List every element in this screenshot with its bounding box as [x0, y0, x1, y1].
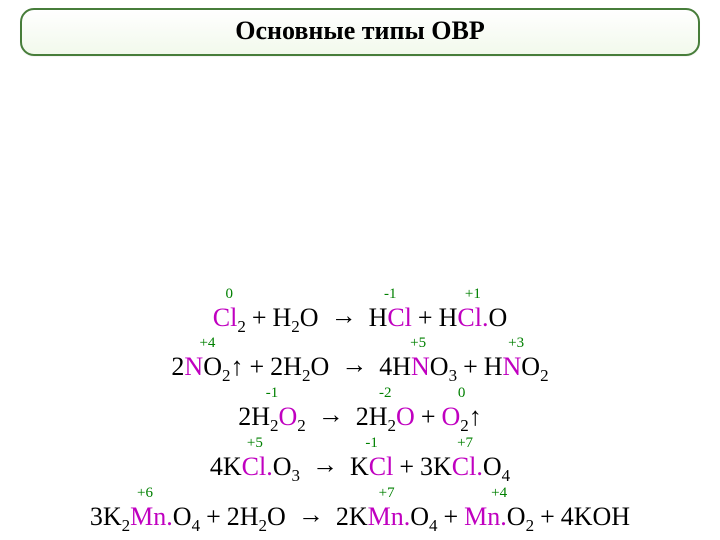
eq5-r1-chem: 2KMn.O4 — [336, 502, 438, 532]
eq1-l2: H2O — [271, 287, 321, 333]
eq4-l1: +5 4KCl.O3 — [208, 436, 302, 482]
eq3-left: -1 2H2O2 — [236, 386, 308, 432]
eq2-r1: +5 4HNO3 — [377, 336, 459, 382]
eq3-r2: 0 O2↑ — [440, 386, 484, 432]
eq5-arrow: → — [288, 500, 334, 532]
equation-5: +6 3K2Mn.O4 + 2H2O → +7 2KMn.O4 + +4 Mn — [24, 486, 696, 532]
eq3-r1: -2 2H2O — [354, 386, 417, 432]
eq1-r1-chem: HCl — [369, 303, 412, 333]
eq2-arrow: → — [331, 350, 377, 382]
eq2-op2: + — [459, 352, 482, 382]
eq2-l2-chem: 2H2O — [270, 352, 329, 382]
eq3-r1-ox: -2 — [379, 386, 392, 402]
eq5-op3: + — [536, 502, 559, 532]
eq4-l1-ox: +5 — [247, 436, 263, 452]
eq5-r3: 4KOH — [559, 486, 632, 532]
eq2-r2-chem: HNO2 — [484, 352, 549, 382]
eq3-r2-ox: 0 — [458, 386, 466, 402]
eq2-r2: +3 HNO2 — [482, 336, 551, 382]
eq4-r1-ox: -1 — [365, 436, 378, 452]
eq2-r1-ox: +5 — [410, 336, 426, 352]
eq5-r1-ox: +7 — [379, 486, 395, 502]
equation-2: +4 2NO2↑ + 2H2O → +5 4HNO3 + +3 HNO2 — [24, 336, 696, 382]
eq1-op1: + — [248, 303, 271, 333]
eq1-op2: + — [414, 303, 437, 333]
eq4-r2-chem: 3KCl.O4 — [420, 452, 510, 482]
eq5-r2-ox: +4 — [491, 486, 507, 502]
eq1-l1-chem: Cl2 — [213, 303, 246, 333]
eq1-r2-ox: +1 — [465, 287, 481, 303]
equation-4: +5 4KCl.O3 → -1 KCl + +7 3KCl.O4 — [24, 436, 696, 482]
title-box: Основные типы ОВР — [20, 8, 700, 56]
eq4-r2: +7 3KCl.O4 — [418, 436, 512, 482]
eq3-op1: + — [417, 402, 440, 432]
eq1-left: 0 Cl2 + H2O — [211, 287, 321, 333]
eq5-r2: +4 Mn.O2 — [462, 486, 536, 532]
eq1-r1-ox: -1 — [384, 287, 397, 303]
eq1-l2-chem: H2O — [273, 303, 319, 333]
eq1-r2: +1 HCl.O — [437, 287, 510, 333]
eq5-op1: + — [202, 502, 225, 532]
eq1-right: -1 HCl + +1 HCl.O — [367, 287, 510, 333]
eq5-op2: + — [440, 502, 463, 532]
eq3-l1-ox: -1 — [266, 386, 279, 402]
eq1-l1: 0 Cl2 — [211, 287, 248, 333]
eq5-l1: +6 3K2Mn.O4 — [88, 486, 202, 532]
eq2-op1: + — [245, 352, 268, 382]
eq3-l1-chem: 2H2O2 — [238, 402, 306, 432]
eq5-r3-chem: 4KOH — [561, 502, 630, 532]
eq4-r1-chem: KCl — [350, 452, 393, 482]
eq2-r2-ox: +3 — [508, 336, 524, 352]
eq4-arrow: → — [302, 450, 348, 482]
eq3-r1-chem: 2H2O — [356, 402, 415, 432]
eq5-l2: 2H2O — [225, 486, 288, 532]
eq5-l2-chem: 2H2O — [227, 502, 286, 532]
eq2-r1-chem: 4HNO3 — [379, 352, 457, 382]
equations-block: 0 Cl2 + H2O → -1 HCl + +1 HCl.O — [0, 283, 720, 534]
eq2-l2: 2H2O — [268, 336, 331, 382]
eq5-r2-chem: Mn.O2 — [464, 502, 534, 532]
eq1-l1-ox: 0 — [226, 287, 234, 303]
eq2-l1-ox: +4 — [199, 336, 215, 352]
eq3-l1: -1 2H2O2 — [236, 386, 308, 432]
eq1-r2-chem: HCl.O — [439, 303, 508, 333]
eq2-right: +5 4HNO3 + +3 HNO2 — [377, 336, 550, 382]
eq2-left: +4 2NO2↑ + 2H2O — [169, 336, 331, 382]
eq1-r1: -1 HCl — [367, 287, 414, 333]
eq5-l1-ox: +6 — [137, 486, 153, 502]
eq4-op1: + — [395, 452, 418, 482]
eq4-r1: -1 KCl — [348, 436, 395, 482]
equation-1: 0 Cl2 + H2O → -1 HCl + +1 HCl.O — [24, 287, 696, 333]
slide-title: Основные типы ОВР — [235, 16, 484, 45]
equation-3: -1 2H2O2 → -2 2H2O + 0 O2↑ — [24, 386, 696, 432]
eq2-l1: +4 2NO2↑ — [169, 336, 245, 382]
eq4-left: +5 4KCl.O3 — [208, 436, 302, 482]
eq3-arrow: → — [308, 400, 354, 432]
eq4-right: -1 KCl + +7 3KCl.O4 — [348, 436, 512, 482]
eq5-right: +7 2KMn.O4 + +4 Mn.O2 + 4KOH — [334, 486, 632, 532]
eq3-right: -2 2H2O + 0 O2↑ — [354, 386, 484, 432]
eq4-l1-chem: 4KCl.O3 — [210, 452, 300, 482]
eq5-left: +6 3K2Mn.O4 + 2H2O — [88, 486, 288, 532]
eq1-arrow: → — [321, 301, 367, 333]
eq5-l1-chem: 3K2Mn.O4 — [90, 502, 200, 532]
eq5-r1: +7 2KMn.O4 — [334, 486, 440, 532]
eq3-r2-chem: O2↑ — [442, 402, 482, 432]
eq2-l1-chem: 2NO2↑ — [171, 352, 243, 382]
eq4-r2-ox: +7 — [457, 436, 473, 452]
